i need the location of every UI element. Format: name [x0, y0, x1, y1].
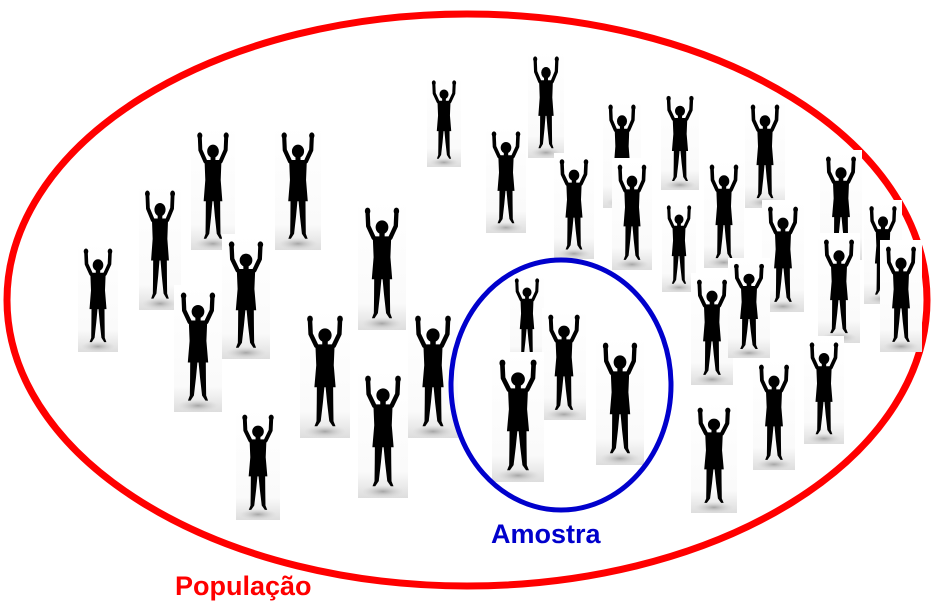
population-person-figure	[816, 231, 862, 345]
population-person-figure	[702, 156, 746, 270]
population-person-figure	[802, 334, 846, 446]
population-person-figure	[691, 401, 737, 513]
population-person-figure	[526, 48, 566, 160]
sample-label: Amostra	[491, 519, 601, 549]
population-person-figure	[660, 198, 698, 294]
population-person-figure	[880, 240, 922, 352]
population-person-figure	[300, 308, 350, 438]
population-person-figure	[691, 273, 733, 385]
population-person-figure	[174, 285, 222, 412]
population-person-figure	[236, 408, 280, 520]
population-person-figure	[726, 256, 772, 360]
population-person-figure	[191, 125, 235, 250]
population-person-figure	[659, 88, 701, 192]
population-label: População	[175, 571, 312, 601]
sample-boundary	[448, 257, 674, 513]
population-person-figure	[612, 158, 652, 270]
sample-person-figure	[508, 271, 546, 367]
population-person-figure	[552, 151, 596, 261]
population-person-figure	[76, 240, 120, 354]
population-boundary	[3, 10, 931, 590]
sample-person-figure	[596, 335, 644, 465]
population-person-figure	[358, 200, 406, 330]
population-person-figure	[275, 125, 321, 250]
population-person-figure	[222, 234, 270, 359]
sample-person-figure	[542, 308, 586, 420]
sample-person-figure	[492, 352, 544, 482]
population-person-figure	[358, 368, 408, 498]
population-person-figure	[425, 73, 463, 169]
population-person-figure	[484, 123, 528, 235]
population-person-figure	[743, 96, 787, 210]
population-person-figure	[753, 358, 795, 470]
sample-figures	[492, 271, 644, 482]
